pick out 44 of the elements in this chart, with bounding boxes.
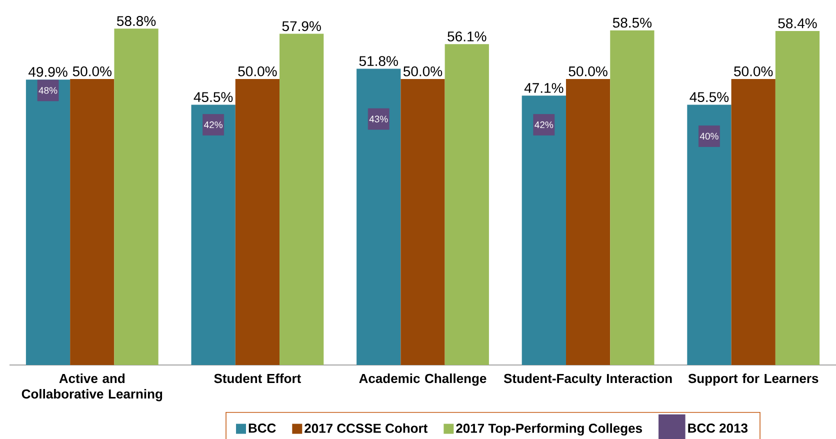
data-label: 45.5% [194,92,233,102]
data-label: 48% [38,87,58,94]
data-label: 58.4% [778,18,817,28]
bar [280,34,324,365]
data-label: 40% [700,132,718,140]
bar [114,28,158,365]
data-label: 45.5% [690,92,729,102]
data-label: 50.0% [238,66,277,76]
bar [444,44,489,365]
legend-label: BCC 2013 [688,424,748,433]
data-label: 50.0% [568,66,608,76]
data-label: 49.9% [28,66,68,77]
legend-label: BCC [248,424,276,433]
bar [70,78,114,365]
x-tick-label: Support for Learners [688,374,818,386]
x-tick-label: Student Effort [214,374,301,384]
data-label: 43% [369,116,388,122]
data-label: 51.8% [359,56,398,66]
bar [356,68,401,365]
data-label: 42% [534,121,554,128]
bar [522,96,566,365]
data-label: 50.0% [403,66,442,76]
bar [235,78,280,365]
data-label: 47.1% [524,83,564,93]
data-label: 57.9% [282,21,321,32]
data-label: 56.1% [448,31,486,42]
x-tick-label: Active and Collaborative Learning [22,374,162,402]
bar [26,80,70,365]
bar [775,30,820,365]
bar [566,78,610,365]
legend-label: 2017 Top-Performing Colleges [456,423,642,436]
bar [687,104,732,365]
data-label: 50.0% [72,66,112,76]
bar [731,78,776,365]
data-label: 50.0% [734,66,773,76]
data-label: 58.5% [612,18,652,28]
x-tick-label: Academic Challenge [359,374,486,386]
legend-label: 2017 CCSSE Cohort [304,423,428,433]
x-tick-label: Student-Faculty Interaction [504,374,672,386]
bar [610,30,654,365]
data-label: 42% [204,121,222,128]
bar [400,78,445,365]
data-label: 58.8% [117,16,156,26]
bar [191,104,236,365]
